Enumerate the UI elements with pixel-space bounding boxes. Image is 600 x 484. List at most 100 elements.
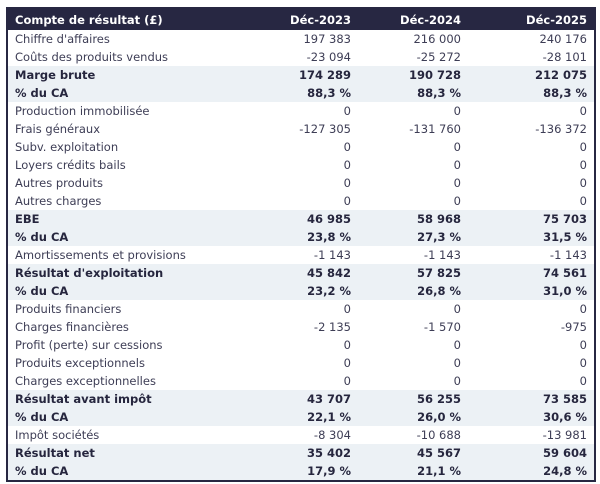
table-row-subtotal: Résultat net 35 402 45 567 59 604 bbox=[7, 444, 595, 462]
row-value: -131 760 bbox=[358, 120, 468, 138]
table-row-subtotal: Résultat avant impôt 43 707 56 255 73 585 bbox=[7, 390, 595, 408]
table-row: Frais généraux -127 305 -131 760 -136 372 bbox=[7, 120, 595, 138]
table-row: Produits exceptionnels 0 0 0 bbox=[7, 354, 595, 372]
row-value: 0 bbox=[257, 192, 358, 210]
row-value: 73 585 bbox=[468, 390, 595, 408]
table-row: Chiffre d'affaires 197 383 216 000 240 176 bbox=[7, 30, 595, 48]
row-value: 57 825 bbox=[358, 264, 468, 282]
row-value: 174 289 bbox=[257, 66, 358, 84]
header-row: Compte de résultat (£) Déc-2023 Déc-2024… bbox=[7, 8, 595, 30]
row-value: 43 707 bbox=[257, 390, 358, 408]
row-value: 46 985 bbox=[257, 210, 358, 228]
table-row: Charges financières -2 135 -1 570 -975 bbox=[7, 318, 595, 336]
row-value: -13 981 bbox=[468, 426, 595, 444]
row-value: 0 bbox=[257, 138, 358, 156]
table-row: Amortissements et provisions -1 143 -1 143… bbox=[7, 246, 595, 264]
table-row: Coûts des produits vendus -23 094 -25 272-… bbox=[7, 48, 595, 66]
row-value: -8 304 bbox=[257, 426, 358, 444]
row-label: % du CA bbox=[7, 408, 257, 426]
row-value: 27,3 % bbox=[358, 228, 468, 246]
row-value: 0 bbox=[358, 300, 468, 318]
row-value: 212 075 bbox=[468, 66, 595, 84]
row-value: 0 bbox=[468, 300, 595, 318]
row-value: 26,0 % bbox=[358, 408, 468, 426]
header-dec-2024: Déc-2024 bbox=[358, 8, 468, 30]
row-label: Impôt sociétés bbox=[7, 426, 257, 444]
row-label: Coûts des produits vendus bbox=[7, 48, 257, 66]
row-value: 21,1 % bbox=[358, 462, 468, 481]
row-label: Produits exceptionnels bbox=[7, 354, 257, 372]
row-value: -2 135 bbox=[257, 318, 358, 336]
row-value: -28 101 bbox=[468, 48, 595, 66]
row-value: 58 968 bbox=[358, 210, 468, 228]
row-value: 88,3 % bbox=[468, 84, 595, 102]
row-value: 0 bbox=[257, 174, 358, 192]
row-value: 0 bbox=[358, 156, 468, 174]
row-label: Chiffre d'affaires bbox=[7, 30, 257, 48]
table-row-subtotal: EBE 46 985 58 968 75 703 bbox=[7, 210, 595, 228]
row-label: Frais généraux bbox=[7, 120, 257, 138]
row-value: 0 bbox=[257, 102, 358, 120]
row-value: 17,9 % bbox=[257, 462, 358, 481]
row-value: 30,6 % bbox=[468, 408, 595, 426]
row-value: -10 688 bbox=[358, 426, 468, 444]
row-value: 23,2 % bbox=[257, 282, 358, 300]
header-dec-2023: Déc-2023 bbox=[257, 8, 358, 30]
table-row: Impôt sociétés -8 304 -10 688 -13 981 bbox=[7, 426, 595, 444]
row-value: -136 372 bbox=[468, 120, 595, 138]
row-value: 0 bbox=[468, 372, 595, 390]
row-value: 0 bbox=[358, 102, 468, 120]
row-value: -1 143 bbox=[468, 246, 595, 264]
table-row: Autres produits 0 0 0 bbox=[7, 174, 595, 192]
row-label: Charges exceptionnelles bbox=[7, 372, 257, 390]
row-value: -25 272 bbox=[358, 48, 468, 66]
row-label: Résultat d'exploitation bbox=[7, 264, 257, 282]
table-row-subtotal: Marge brute 174 289 190 728 212 075 bbox=[7, 66, 595, 84]
row-value: -127 305 bbox=[257, 120, 358, 138]
row-value: 35 402 bbox=[257, 444, 358, 462]
row-value: 0 bbox=[358, 174, 468, 192]
row-value: 24,8 % bbox=[468, 462, 595, 481]
table-row-subtotal: % du CA 22,1 % 26,0 % 30,6 % bbox=[7, 408, 595, 426]
row-value: 240 176 bbox=[468, 30, 595, 48]
income-statement-table: Compte de résultat (£) Déc-2023 Déc-2024… bbox=[6, 7, 596, 482]
row-value: 31,5 % bbox=[468, 228, 595, 246]
table-header: Compte de résultat (£) Déc-2023 Déc-2024… bbox=[7, 8, 595, 30]
row-label: Résultat avant impôt bbox=[7, 390, 257, 408]
income-statement-body: Chiffre d'affaires 197 383 216 000 240 176 C… bbox=[7, 30, 595, 481]
row-value: 22,1 % bbox=[257, 408, 358, 426]
row-value: 59 604 bbox=[468, 444, 595, 462]
row-value: 216 000 bbox=[358, 30, 468, 48]
row-value: 75 703 bbox=[468, 210, 595, 228]
row-label: Autres produits bbox=[7, 174, 257, 192]
table-row-subtotal: % du CA 23,8 % 27,3 % 31,5 % bbox=[7, 228, 595, 246]
table-row: Production immobilisée 0 0 0 bbox=[7, 102, 595, 120]
row-label: Profit (perte) sur cessions bbox=[7, 336, 257, 354]
row-value: 0 bbox=[468, 156, 595, 174]
row-value: 0 bbox=[468, 192, 595, 210]
table-row: Subv. exploitation 0 0 0 bbox=[7, 138, 595, 156]
row-value: 0 bbox=[257, 354, 358, 372]
row-label: % du CA bbox=[7, 282, 257, 300]
row-value: 197 383 bbox=[257, 30, 358, 48]
row-value: 56 255 bbox=[358, 390, 468, 408]
row-value: -1 143 bbox=[257, 246, 358, 264]
row-value: 0 bbox=[358, 336, 468, 354]
row-value: 0 bbox=[468, 336, 595, 354]
row-label: Subv. exploitation bbox=[7, 138, 257, 156]
row-label: Produits financiers bbox=[7, 300, 257, 318]
row-value: 23,8 % bbox=[257, 228, 358, 246]
row-label: Production immobilisée bbox=[7, 102, 257, 120]
row-value: 0 bbox=[358, 354, 468, 372]
row-label: Loyers crédits bails bbox=[7, 156, 257, 174]
table-row: Profit (perte) sur cessions 0 0 0 bbox=[7, 336, 595, 354]
row-value: 190 728 bbox=[358, 66, 468, 84]
row-value: 0 bbox=[358, 138, 468, 156]
row-value: 74 561 bbox=[468, 264, 595, 282]
row-value: -975 bbox=[468, 318, 595, 336]
row-value: 0 bbox=[257, 300, 358, 318]
row-value: -1 570 bbox=[358, 318, 468, 336]
table-row-subtotal: % du CA 17,9 % 21,1 % 24,8 % bbox=[7, 462, 595, 481]
row-value: -23 094 bbox=[257, 48, 358, 66]
